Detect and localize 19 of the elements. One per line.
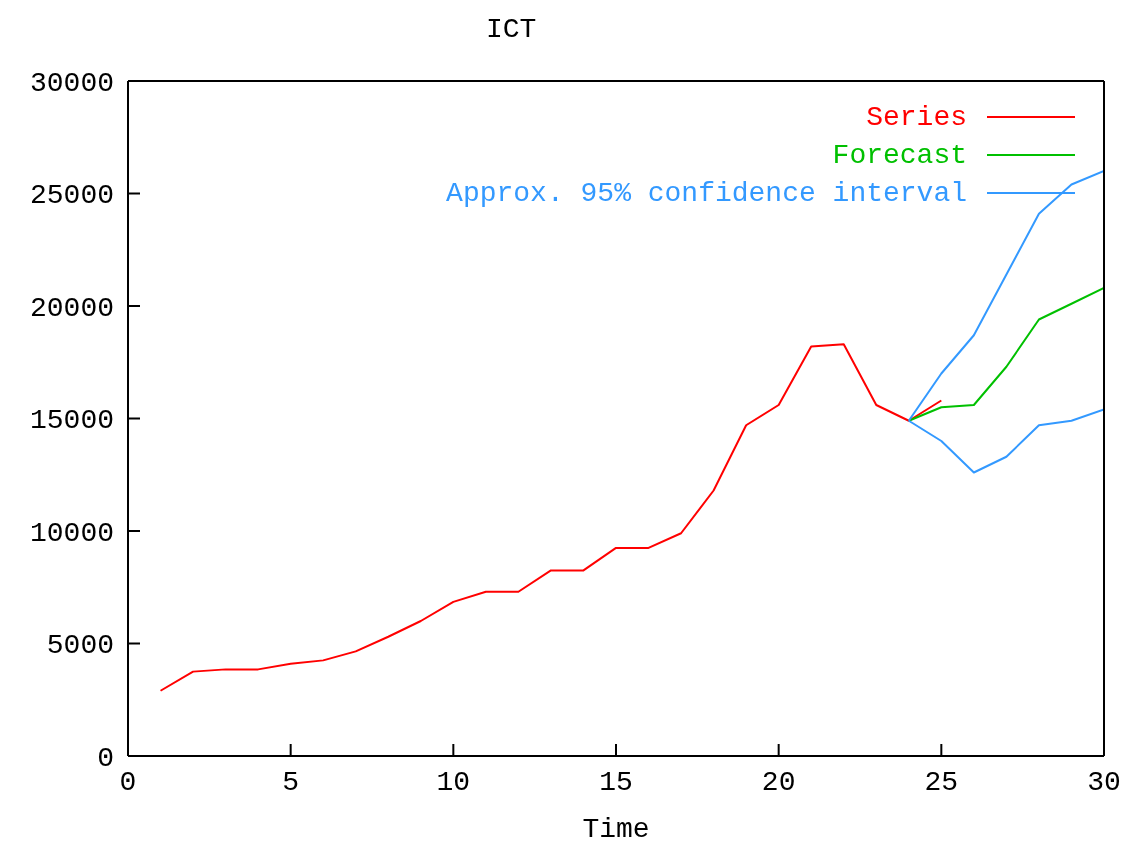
x-tick-label: 25 bbox=[924, 766, 959, 798]
x-tick-label: 0 bbox=[119, 766, 137, 798]
x-tick-label: 5 bbox=[282, 766, 300, 798]
x-tick-label: 30 bbox=[1087, 766, 1121, 798]
x-tick-label: 20 bbox=[761, 766, 796, 798]
y-tick-label: 25000 bbox=[29, 180, 114, 212]
y-tick-label: 15000 bbox=[29, 405, 114, 437]
x-axis-title: Time bbox=[582, 814, 650, 845]
y-tick-label: 10000 bbox=[29, 517, 114, 549]
legend-label: Approx. 95% confidence interval bbox=[446, 177, 967, 209]
x-tick-label: 10 bbox=[436, 766, 471, 798]
y-tick-label: 30000 bbox=[29, 67, 114, 99]
y-tick-label: 20000 bbox=[29, 292, 114, 324]
chart-title: ICT bbox=[486, 14, 537, 45]
y-tick-label: 0 bbox=[97, 742, 114, 774]
y-tick-label: 5000 bbox=[46, 630, 114, 662]
legend-label: Series bbox=[866, 101, 967, 133]
legend-label: Forecast bbox=[832, 139, 967, 171]
x-tick-label: 15 bbox=[599, 766, 633, 798]
